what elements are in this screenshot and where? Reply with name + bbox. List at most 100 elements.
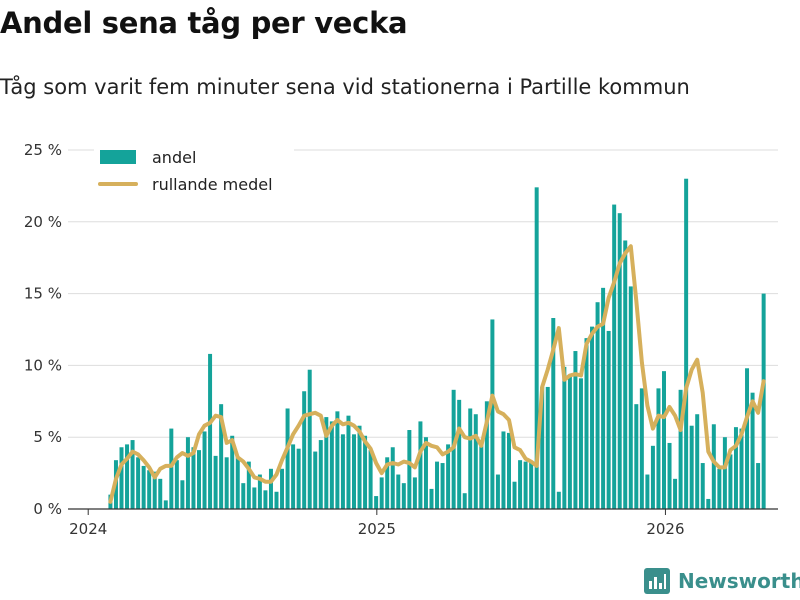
bar <box>174 460 179 509</box>
brand-name: Newsworthy <box>678 569 800 593</box>
bar <box>302 391 307 509</box>
bar <box>274 491 279 509</box>
bar <box>578 378 583 509</box>
bar <box>628 286 633 509</box>
bar <box>590 326 595 509</box>
bar <box>197 450 201 509</box>
y-tick-label: 15 % <box>24 285 62 303</box>
legend-swatch-rullande-medel <box>98 182 138 186</box>
y-tick-label: 10 % <box>24 356 62 374</box>
bar <box>440 463 445 509</box>
bar <box>639 388 644 509</box>
bar <box>689 425 694 509</box>
bar <box>495 474 500 509</box>
y-tick-label: 25 % <box>24 141 62 159</box>
x-tick-label: 2025 <box>358 520 396 538</box>
bar <box>673 478 678 509</box>
bar <box>606 330 611 509</box>
bar <box>202 431 207 509</box>
bar <box>208 353 213 509</box>
bar <box>385 457 390 509</box>
bar <box>235 457 240 509</box>
bar <box>219 404 224 509</box>
bar <box>268 468 273 509</box>
bar <box>246 461 251 509</box>
legend-label-rullande-medel: rullande medel <box>152 175 273 194</box>
bar <box>418 421 423 509</box>
axes: 0 % 5 % 10 % 15 % 20 % 25 % 2024 2025 2026 <box>24 141 778 538</box>
bar <box>368 450 373 509</box>
bar <box>678 389 683 509</box>
bar <box>435 461 440 509</box>
bar <box>329 421 334 509</box>
bar <box>152 471 157 509</box>
bar <box>756 463 761 509</box>
bar <box>191 447 196 509</box>
legend: andel rullande medel <box>94 144 294 200</box>
bar <box>750 392 755 509</box>
bar <box>711 424 716 509</box>
bar <box>130 440 135 509</box>
bar <box>141 465 146 509</box>
chart-subtitle: Tåg som varit fem minuter sena vid stati… <box>0 75 690 99</box>
bar <box>733 427 738 509</box>
bar <box>224 457 229 509</box>
bar <box>163 500 168 509</box>
brand-logo: Newsworthy <box>644 568 800 594</box>
bar <box>446 444 451 509</box>
bar <box>634 404 639 509</box>
bar <box>352 434 356 509</box>
bar <box>545 386 550 509</box>
bar <box>761 293 766 509</box>
bar <box>468 408 473 509</box>
y-tick-label: 20 % <box>24 213 62 231</box>
bar <box>584 338 589 509</box>
bar <box>523 461 528 509</box>
bar <box>412 477 417 509</box>
bar <box>296 448 301 509</box>
bar <box>717 468 722 509</box>
bar <box>650 445 655 509</box>
bar <box>595 302 600 509</box>
bar <box>291 444 296 509</box>
bar <box>534 187 539 509</box>
bar <box>706 498 711 509</box>
bar <box>379 477 384 509</box>
bar <box>125 444 130 509</box>
bar <box>324 417 329 509</box>
bar <box>645 474 650 509</box>
bar <box>346 415 351 509</box>
bar <box>567 375 572 509</box>
bar <box>180 480 185 509</box>
bar <box>562 366 567 509</box>
bar <box>407 430 412 509</box>
bar <box>695 414 700 509</box>
bar <box>700 463 705 509</box>
bar <box>457 399 462 509</box>
bar <box>147 470 152 509</box>
bar <box>241 483 246 509</box>
bar <box>374 496 379 509</box>
x-tick-label: 2026 <box>646 520 684 538</box>
bar <box>739 428 744 509</box>
bar <box>158 478 163 509</box>
bar <box>573 351 578 509</box>
bar <box>551 318 556 509</box>
bar <box>340 434 345 509</box>
x-tick-label: 2024 <box>69 520 107 538</box>
chart-title: Andel sena tåg per vecka <box>0 6 408 40</box>
bar <box>307 369 312 509</box>
bar <box>230 435 235 509</box>
line-series-rullande-medel <box>108 244 766 504</box>
bar <box>662 371 666 509</box>
bar <box>529 461 534 509</box>
bar <box>479 442 484 509</box>
legend-label-andel: andel <box>152 148 196 167</box>
bar <box>473 414 478 509</box>
bar <box>396 474 401 509</box>
bar <box>612 204 617 509</box>
bar <box>185 437 190 509</box>
bar <box>136 457 141 509</box>
bar <box>540 386 545 509</box>
